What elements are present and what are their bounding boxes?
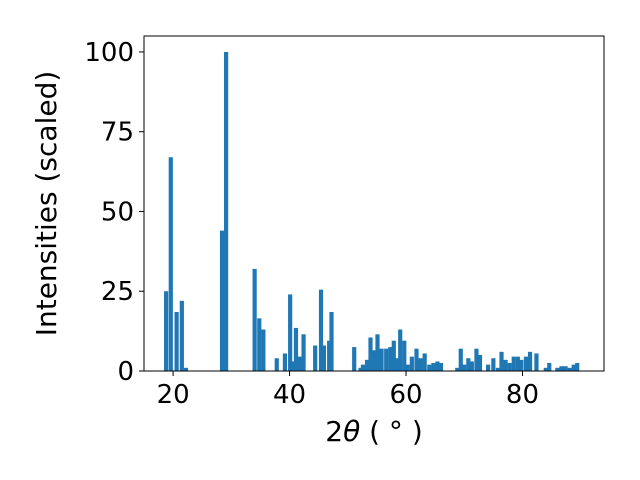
bar: [274, 358, 279, 371]
bar: [435, 361, 440, 371]
bar: [164, 291, 169, 371]
bar: [219, 230, 225, 371]
y-axis-label: Intensities (scaled): [30, 71, 63, 337]
bar: [469, 361, 474, 371]
bar: [534, 353, 539, 371]
bar: [507, 363, 512, 371]
bar: [379, 348, 384, 371]
bar: [282, 353, 288, 371]
bar: [288, 294, 293, 371]
bar: [252, 268, 257, 371]
bar: [364, 359, 370, 371]
bar: [527, 351, 533, 371]
bar: [327, 340, 332, 371]
bar: [503, 359, 508, 371]
bar: [261, 329, 266, 371]
bar: [297, 356, 303, 371]
bar: [559, 366, 564, 371]
bar: [563, 366, 568, 371]
bar: [313, 345, 318, 371]
bar: [523, 356, 529, 371]
bar: [291, 361, 296, 371]
x-axis-ticks: 20 40 60 80: [157, 371, 539, 410]
bar: [519, 359, 524, 371]
bar: [474, 348, 479, 371]
x-tick-label: 60: [389, 380, 422, 410]
bar: [511, 356, 516, 371]
bar: [293, 327, 299, 371]
bar: [466, 358, 471, 371]
y-tick-label: 0: [117, 357, 134, 387]
bar: [368, 337, 373, 371]
bar: [352, 347, 357, 371]
bar: [391, 340, 396, 371]
bar: [422, 353, 427, 371]
bar: [455, 367, 460, 371]
x-tick-label: 20: [157, 380, 190, 410]
plot-frame: [143, 35, 605, 372]
bar: [571, 364, 576, 371]
y-tick-label: 75: [101, 118, 134, 148]
bar: [405, 364, 410, 371]
x-tick-label: 40: [273, 380, 306, 410]
bar: [555, 367, 560, 371]
bar: [575, 363, 580, 371]
bar: [431, 363, 436, 371]
bar: [329, 311, 334, 371]
bar: [409, 356, 414, 371]
bar: [547, 363, 552, 371]
bar: [398, 329, 403, 371]
bar: [402, 340, 407, 371]
y-tick-label: 25: [101, 277, 134, 307]
bar: [224, 51, 229, 371]
bar: [183, 367, 189, 371]
bar: [438, 363, 444, 371]
bar: [427, 364, 432, 371]
bar: [371, 350, 377, 371]
bar: [543, 367, 548, 371]
bar: [458, 348, 463, 371]
bar: [495, 367, 501, 371]
bar: [491, 358, 496, 371]
y-tick-label: 50: [101, 197, 134, 227]
bar: [477, 355, 483, 371]
bar: [388, 347, 393, 371]
y-axis-ticks: 0 25 50 75 100: [84, 38, 144, 387]
y-tick-label: 100: [84, 38, 134, 68]
bar: [394, 358, 399, 371]
bar: [168, 157, 173, 371]
bar: [358, 367, 363, 371]
bar: [486, 364, 491, 371]
bar: [318, 289, 324, 371]
bar: [179, 300, 184, 371]
bar: [462, 364, 467, 371]
bar: [321, 345, 327, 371]
bar: [301, 334, 306, 371]
bar: [414, 348, 419, 371]
bar: [515, 356, 520, 371]
bar: [174, 311, 179, 371]
bars-group: [164, 51, 580, 371]
x-tick-label: 80: [506, 380, 539, 410]
bar: [384, 348, 389, 371]
bar: [418, 358, 423, 371]
x-axis-label: 2θ ( ° ): [325, 415, 423, 448]
bar: [257, 318, 262, 371]
bar: [567, 367, 572, 371]
bar: [360, 364, 366, 371]
bar: [499, 351, 504, 371]
bar: [375, 334, 380, 371]
